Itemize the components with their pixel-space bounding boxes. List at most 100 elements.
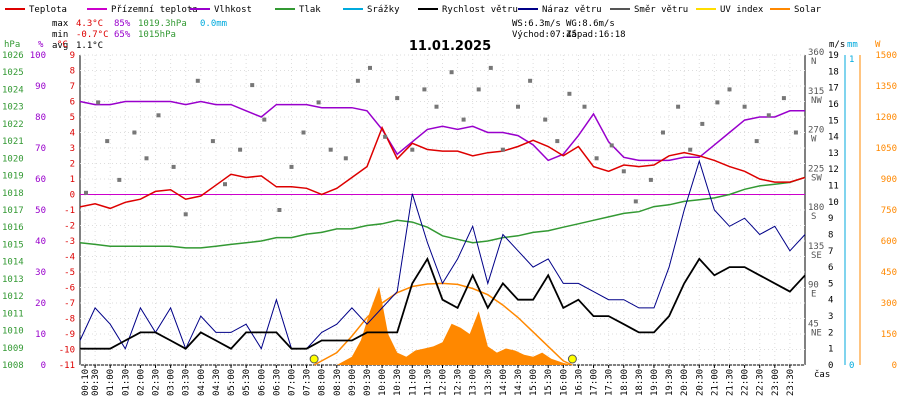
sunset-marker [567,354,577,364]
wind-speed-tick-label: 15 [828,116,839,126]
pressure-tick-label: 1009 [2,344,24,354]
temp-tick-label: 4 [70,129,75,139]
wind-dir-point [355,78,360,83]
pressure-tick-label: 1015 [2,240,24,250]
wind-dir-deg-label: 90 [808,281,819,291]
temp-tick-label: -9 [64,330,75,340]
chart-title: 11.01.2025 [409,39,491,54]
wind-speed-tick-label: 19 [828,51,839,61]
pressure-tick-label: 1018 [2,189,24,199]
x-tick-label: 00:30 [91,369,101,396]
wind-speed-tick-label: 5 [828,279,833,289]
wind-dir-point [742,104,747,109]
pressure-line [79,176,806,249]
wind-dir-point [528,78,533,83]
humidity-tick-label: 60 [35,175,46,185]
stats-avg-label: avg [52,41,68,51]
wind-speed-tick-label: 18 [828,67,839,77]
pressure-tick-label: 1011 [2,309,24,319]
temperature-line [79,125,806,210]
solar-tick-label: 1500 [875,51,897,61]
temp-tick-label: 8 [70,67,75,77]
stats-avg-temp: 1.1°C [76,41,103,51]
x-tick-label: 08:00 [318,369,328,396]
wind-dir-deg-label: 270 [808,126,824,136]
rain-tick-label: 1 [849,55,854,65]
legend-label-3: Tlak [299,5,321,15]
wind-dir-point [277,208,282,212]
humidity-tick-label: 30 [35,268,46,278]
legend: Teplota Přízemní teplota Vlhkost Tlak Srážky… [5,5,822,15]
humidity-tick-label: 40 [35,237,46,247]
wind-dir-point [781,96,786,101]
x-tick-label: 03:00 [167,369,177,396]
stats-min-hum: 65% [114,30,131,40]
wind-dir-point [183,212,188,217]
wind-dir-point [96,100,101,105]
legend-label-0: Teplota [29,5,67,15]
wind-dir-point [395,96,400,101]
temp-tick-label: -4 [64,253,75,263]
wind-dir-point [316,100,321,105]
wind-dir-point [688,147,693,152]
legend-label-2: Vlhkost [214,5,252,15]
x-tick-label: 01:00 [106,369,116,396]
wind-speed-tick-label: 11 [828,182,839,192]
x-tick-label: 13:30 [484,369,494,396]
solar-tick-label: 1350 [875,82,897,92]
stats-min-label: min [52,30,68,40]
wind-speed-tick-label: 2 [828,328,833,338]
wind-dir-point [422,87,427,92]
wind-dir-point [461,117,466,122]
wind-speed-tick-label: 1 [828,345,833,355]
wind-dir-point [648,177,653,182]
x-tick-label: 14:00 [499,369,509,396]
wind-dir-compass-label: S [811,212,816,222]
humidity-tick-label: 90 [35,82,46,92]
axis-unit-hpa: hPa [4,40,20,50]
wind-speed-line [80,256,806,350]
x-tick-label: 09:00 [348,369,358,396]
pressure-tick-label: 1024 [2,85,24,95]
solar-tick-label: 1050 [875,144,897,154]
x-tick-label: 16:30 [574,369,584,396]
pressure-tick-label: 1019 [2,172,24,182]
wind-speed-tick-label: 16 [828,100,839,110]
temp-tick-label: 1 [70,175,75,185]
wind-dir-point [434,104,439,109]
pressure-tick-label: 1013 [2,275,24,285]
wind-speed-tick-label: 6 [828,263,833,273]
wind-dir-point [633,199,638,204]
temp-tick-label: -3 [64,237,75,247]
wind-dir-point [144,156,149,161]
wind-dir-point [410,147,415,152]
stats-sunset: Západ:16:18 [566,30,626,40]
wind-dir-point [500,147,505,152]
wind-dir-point [621,169,626,174]
x-tick-label: 19:00 [650,369,660,396]
x-tick-label: 23:00 [771,369,781,396]
x-tick-label: 22:30 [756,369,766,396]
wind-dir-point [105,139,110,144]
wind-dir-deg-label: 135 [808,242,824,252]
wind-dir-point [609,143,614,148]
wind-dir-point [289,164,294,169]
x-tick-label: 20:00 [680,369,690,396]
wind-dir-compass-label: NE [811,328,822,338]
wind-gust-line [79,159,806,351]
wind-dir-point [238,147,243,152]
stats-block: max 4.3°C 85% 1019.3hPa 0.0mm min -0.7°C… [52,19,626,51]
x-tick-label: 22:00 [741,369,751,396]
wind-dir-point [84,190,88,195]
solar-max-curve [313,282,573,366]
rain-tick-label: 0 [849,361,854,371]
wind-dir-point [516,104,520,109]
data-series [79,100,806,351]
wind-dir-point [766,113,771,118]
x-tick-label: 17:00 [590,369,600,396]
wind-dir-point [700,121,705,126]
stats-wg: WG:8.6m/s [566,19,615,29]
wind-dir-deg-label: 45 [808,319,819,329]
x-tick-label: 00:10 [81,369,91,396]
